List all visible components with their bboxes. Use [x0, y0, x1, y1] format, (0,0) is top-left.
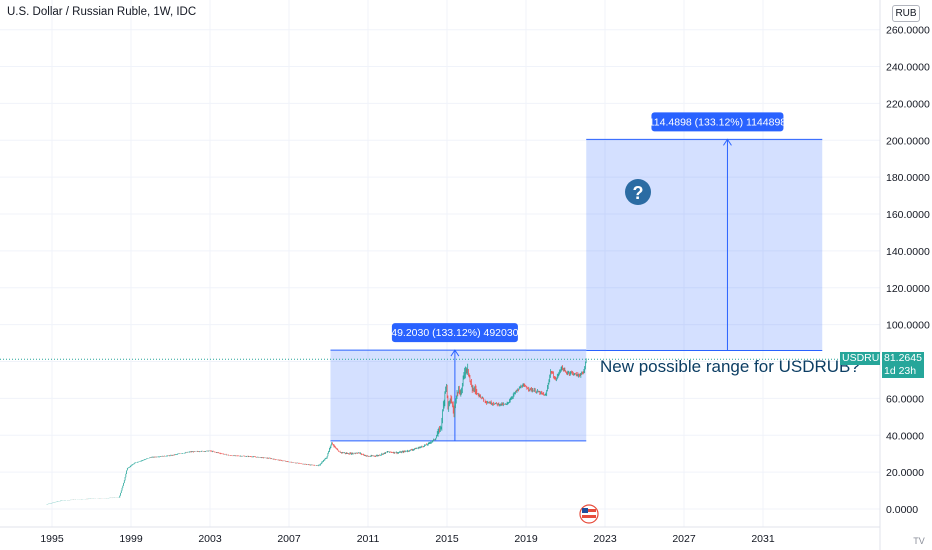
y-tick-label: 200.0000	[886, 135, 930, 147]
x-tick-label: 2023	[593, 533, 617, 545]
y-tick-label: 180.0000	[886, 172, 930, 184]
x-tick-label: 2031	[751, 533, 775, 545]
measure-boxes	[330, 138, 823, 442]
y-tick-label: 260.0000	[886, 25, 930, 37]
y-tick-label: 100.0000	[886, 320, 930, 332]
x-tick-label: 2003	[198, 533, 222, 545]
measure-box-1	[330, 350, 587, 441]
measure-box-2	[586, 139, 823, 351]
y-tick-label: 20.0000	[886, 467, 924, 479]
measure-labels: 49.2030 (133.12%) 492030 114.4898 (133.12…	[391, 112, 787, 343]
y-tick-label: 240.0000	[886, 62, 930, 74]
y-tick-label: 220.0000	[886, 98, 930, 110]
range-annotation: New possible range for USDRUB?	[600, 357, 860, 376]
grid	[0, 0, 880, 527]
annotations: New possible range for USDRUB??	[579, 179, 860, 524]
x-tick-label: 2011	[357, 533, 380, 545]
y-tick-label: 160.0000	[886, 209, 930, 221]
x-tick-label: 1995	[40, 533, 64, 545]
x-tick-label: 2027	[672, 533, 696, 545]
flag-stripe	[582, 515, 596, 518]
flag-stripe	[582, 509, 596, 512]
measure-arrowhead	[450, 349, 460, 357]
countdown-label: 1d 23h	[882, 365, 924, 378]
last-price-label: 81.2645	[882, 352, 924, 365]
flag-canton	[582, 508, 588, 513]
symbol-label: USDRUB	[840, 352, 887, 365]
price-axis: 0.000020.000040.000060.000080.0000100.00…	[879, 0, 930, 550]
price-series	[45, 358, 587, 505]
currency-badge[interactable]: RUB	[892, 5, 920, 22]
measure-arrowhead	[723, 138, 732, 146]
measure-label-2: 114.4898 (133.12%) 1144898	[649, 116, 787, 128]
measure-label-1: 49.2030 (133.12%) 492030	[391, 327, 518, 339]
x-tick-label: 1999	[119, 533, 143, 545]
x-tick-label: 2015	[435, 533, 459, 545]
measure-label-bg	[391, 323, 518, 343]
question-mark-glyph: ?	[633, 183, 644, 203]
x-tick-label: 2019	[514, 533, 538, 545]
y-tick-label: 0.0000	[886, 504, 918, 516]
x-tick-label: 2007	[277, 533, 301, 545]
chart-title: U.S. Dollar / Russian Ruble, 1W, IDC	[7, 6, 197, 18]
symbol-price-tag: USDRUB 81.2645 1d 23h	[838, 352, 924, 378]
measure-label-bg	[651, 112, 784, 132]
y-tick-label: 60.0000	[886, 393, 924, 405]
y-tick-label: 140.0000	[886, 246, 930, 258]
question-circle-icon	[625, 179, 651, 205]
time-axis: 1995 1999 2003 2007 2011 2015 2019 2023 2027 2031	[0, 526, 880, 545]
y-tick-label: 120.0000	[886, 283, 930, 295]
y-tick-label: 40.0000	[886, 430, 924, 442]
tradingview-logo-icon: TV	[913, 536, 925, 546]
us-flag-event-icon	[579, 504, 599, 524]
